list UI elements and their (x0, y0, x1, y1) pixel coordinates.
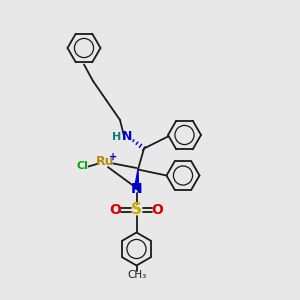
Text: +: + (109, 152, 118, 163)
Polygon shape (134, 169, 139, 189)
Text: S: S (131, 202, 142, 217)
Text: O: O (110, 203, 122, 217)
Text: Ru: Ru (96, 154, 114, 168)
Text: O: O (152, 203, 164, 217)
Text: N: N (131, 182, 142, 196)
Text: H: H (112, 131, 121, 142)
Text: Cl: Cl (76, 161, 88, 172)
Text: CH₃: CH₃ (127, 269, 146, 280)
Text: N: N (122, 130, 133, 143)
